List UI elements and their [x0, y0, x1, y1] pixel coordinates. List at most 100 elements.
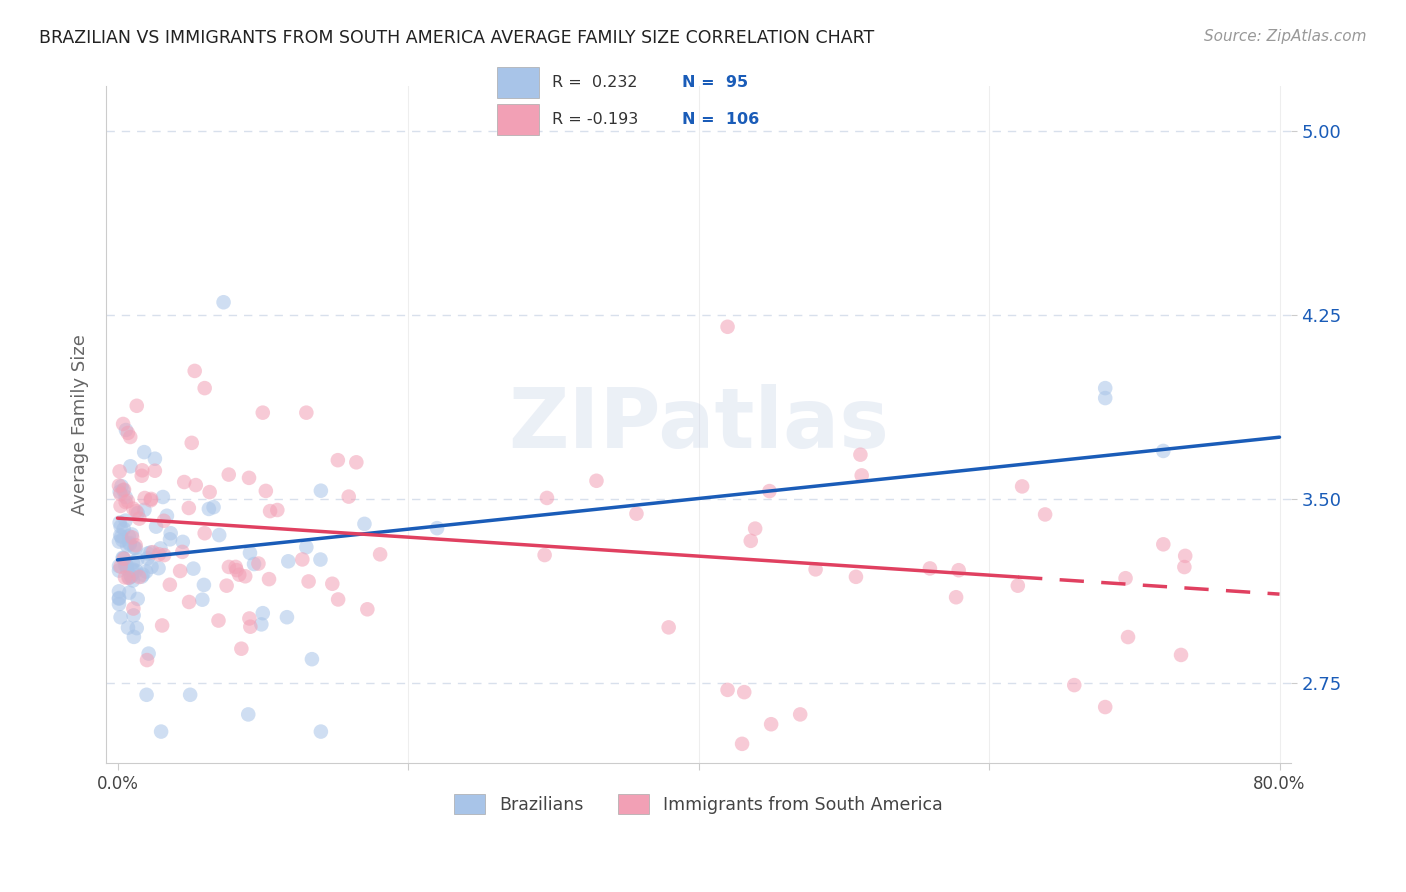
Point	[337, 490, 360, 504]
Point	[120, 569, 142, 583]
Point	[159, 533, 181, 547]
Point	[132, 567, 155, 582]
Point	[148, 561, 170, 575]
Point	[301, 652, 323, 666]
Point	[228, 567, 250, 582]
Point	[110, 519, 132, 533]
Point	[110, 530, 132, 544]
Point	[150, 618, 173, 632]
Point	[156, 508, 179, 523]
Bar	[498, 67, 540, 97]
Point	[112, 417, 135, 431]
Point	[131, 569, 153, 583]
Point	[152, 490, 174, 504]
Point	[110, 528, 132, 542]
Point	[731, 737, 754, 751]
Point	[131, 468, 153, 483]
Point	[120, 459, 142, 474]
Point	[626, 507, 648, 521]
Point	[111, 550, 134, 565]
Point	[1152, 444, 1174, 458]
Point	[125, 504, 148, 518]
Point	[122, 601, 145, 615]
Point	[124, 541, 146, 555]
Text: N =  106: N = 106	[682, 112, 759, 127]
Point	[112, 483, 135, 497]
Point	[114, 570, 136, 584]
Point	[135, 688, 157, 702]
Point	[193, 578, 215, 592]
Point	[112, 551, 135, 566]
Point	[118, 571, 141, 585]
Point	[120, 569, 142, 583]
Point	[1033, 508, 1056, 522]
Point	[121, 530, 143, 544]
Point	[115, 562, 138, 576]
Point	[804, 562, 827, 576]
Point	[117, 571, 139, 585]
Point	[744, 522, 766, 536]
Y-axis label: Average Family Size: Average Family Size	[72, 334, 89, 516]
Point	[238, 707, 260, 722]
Point	[136, 547, 159, 561]
Point	[759, 717, 782, 731]
Point	[128, 511, 150, 525]
Point	[112, 483, 135, 498]
Point	[136, 653, 159, 667]
Point	[945, 591, 967, 605]
Point	[252, 406, 274, 420]
Point	[276, 610, 298, 624]
Point	[118, 529, 141, 543]
Point	[177, 500, 200, 515]
Point	[215, 579, 238, 593]
Point	[139, 545, 162, 559]
Point	[191, 592, 214, 607]
Point	[1094, 391, 1116, 405]
Point	[1170, 648, 1192, 662]
Point	[121, 527, 143, 541]
Point	[115, 423, 138, 437]
Text: R =  0.232: R = 0.232	[551, 75, 637, 90]
Point	[239, 620, 262, 634]
Point	[536, 491, 558, 505]
Point	[194, 381, 217, 395]
Point	[149, 541, 172, 556]
Point	[1007, 579, 1029, 593]
Point	[108, 534, 131, 549]
Point	[344, 455, 367, 469]
Point	[122, 574, 145, 588]
Point	[243, 557, 266, 571]
Point	[114, 495, 136, 509]
Point	[1063, 678, 1085, 692]
Point	[250, 617, 273, 632]
Point	[198, 502, 221, 516]
Point	[110, 487, 132, 501]
Point	[108, 591, 131, 605]
Point	[297, 574, 319, 589]
Point	[117, 621, 139, 635]
Point	[309, 552, 332, 566]
Point	[159, 578, 181, 592]
Point	[172, 534, 194, 549]
Point	[169, 564, 191, 578]
Point	[124, 538, 146, 552]
Point	[758, 484, 780, 499]
Text: R = -0.193: R = -0.193	[551, 112, 638, 127]
Point	[295, 540, 318, 554]
Point	[108, 584, 131, 599]
Point	[138, 647, 160, 661]
Point	[254, 483, 277, 498]
Point	[184, 478, 207, 492]
Point	[172, 545, 194, 559]
Point	[845, 570, 868, 584]
Point	[139, 491, 162, 506]
Point	[326, 453, 349, 467]
Point	[122, 556, 145, 570]
Point	[134, 503, 156, 517]
Text: N =  95: N = 95	[682, 75, 748, 90]
Point	[353, 516, 375, 531]
Point	[183, 561, 205, 575]
Point	[218, 560, 240, 574]
Point	[108, 591, 131, 606]
Point	[716, 682, 738, 697]
